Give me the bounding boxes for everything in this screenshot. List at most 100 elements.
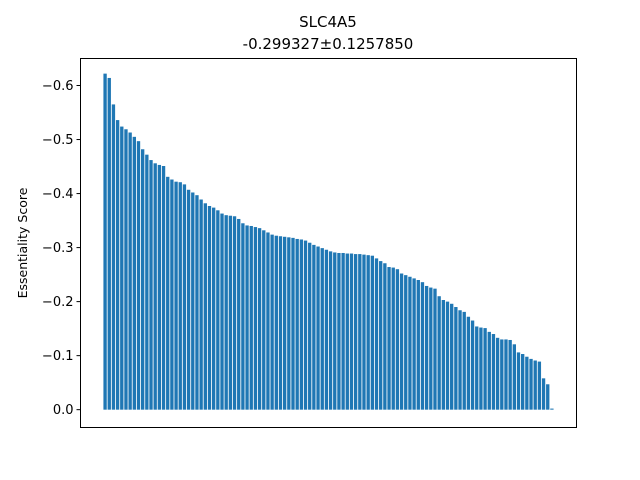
bar (266, 232, 270, 410)
bar (253, 227, 258, 410)
bar (141, 149, 145, 410)
bar (237, 218, 241, 410)
bar (358, 254, 362, 410)
bar (216, 210, 220, 410)
bar (383, 263, 387, 410)
bar (245, 225, 249, 410)
bar (195, 195, 199, 410)
bar (186, 189, 191, 410)
bar (416, 280, 420, 410)
bar (161, 166, 166, 410)
bar (278, 236, 283, 410)
bar (395, 269, 400, 410)
bar (500, 339, 504, 410)
bar (241, 223, 245, 410)
y-tick-label: 0.0 (53, 403, 74, 418)
bar (107, 77, 111, 410)
bar (153, 163, 157, 410)
bar (491, 334, 496, 410)
bar (516, 352, 521, 410)
bar (166, 176, 170, 410)
y-tick-label: −0.3 (42, 241, 74, 256)
chart-title: SLC4A5 (299, 13, 357, 31)
bar (424, 285, 429, 410)
bar (508, 339, 512, 410)
bar (529, 358, 533, 410)
bar (546, 384, 550, 410)
plot-frame (80, 58, 577, 428)
bar (345, 253, 349, 410)
bar (103, 73, 107, 410)
bar (303, 240, 308, 410)
bar (487, 331, 491, 410)
bar (228, 215, 233, 410)
bar (475, 326, 479, 410)
bar (495, 337, 500, 410)
bar (191, 192, 195, 410)
bar (437, 296, 441, 410)
bar (404, 275, 408, 410)
bar (374, 258, 379, 410)
bar (420, 282, 425, 410)
y-axis-label: Essentiality Score (15, 187, 30, 298)
y-axis: 0.0 −0.1 −0.2 −0.3 −0.4 −0.5 −0.6 (42, 79, 81, 418)
bar (262, 230, 266, 410)
bar (274, 235, 278, 410)
bar (521, 354, 525, 410)
bar (550, 408, 554, 410)
bar (178, 182, 182, 410)
chart-subtitle: -0.299327±0.1257850 (243, 35, 414, 53)
y-tick-label: −0.5 (42, 133, 74, 148)
bar (483, 328, 487, 410)
bar (115, 120, 120, 410)
bar (399, 273, 404, 410)
bar (174, 181, 178, 410)
y-tick-label: −0.4 (42, 187, 74, 202)
bar (462, 311, 466, 410)
bar (479, 327, 483, 410)
bar (387, 267, 391, 410)
bar (429, 287, 433, 410)
bar (458, 310, 462, 410)
bar (249, 225, 253, 410)
bar (207, 205, 212, 410)
bar (328, 251, 333, 410)
bar (308, 242, 312, 410)
bar (157, 164, 162, 410)
bar (232, 216, 237, 410)
bar (362, 254, 366, 410)
bar (349, 253, 354, 410)
bar (199, 199, 203, 410)
bar (257, 228, 262, 410)
bar (470, 320, 475, 410)
bar (445, 301, 450, 410)
bar (149, 160, 153, 410)
bar (316, 246, 320, 410)
bar (203, 203, 207, 410)
bar (282, 236, 287, 410)
bar (353, 254, 358, 410)
bar (120, 126, 124, 410)
y-tick-label: −0.1 (42, 349, 74, 364)
bar (366, 255, 370, 410)
bar (412, 278, 416, 410)
bar (211, 207, 216, 410)
bar (295, 238, 299, 410)
bar (111, 104, 116, 410)
bar (512, 344, 516, 410)
bar (454, 307, 458, 410)
bar (537, 361, 542, 410)
bars-group (103, 73, 554, 410)
bar (145, 154, 149, 410)
bar (337, 252, 341, 410)
bar (136, 141, 141, 410)
bar (224, 215, 228, 410)
y-tick-label: −0.2 (42, 295, 74, 310)
bar (220, 213, 224, 410)
bar (324, 249, 329, 410)
bar (270, 234, 274, 410)
bar (170, 179, 174, 410)
bar (182, 184, 187, 410)
bar (128, 132, 132, 410)
